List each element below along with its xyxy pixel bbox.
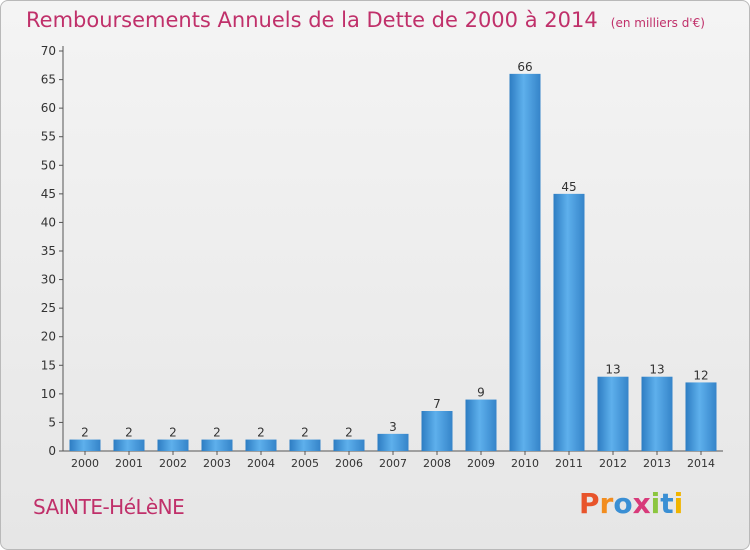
y-tick-label: 20	[41, 330, 56, 344]
bar	[553, 193, 585, 451]
data-label: 13	[605, 363, 620, 377]
data-label: 3	[389, 420, 397, 434]
y-tick-label: 55	[41, 130, 56, 144]
x-tick-label: 2003	[203, 457, 231, 470]
x-tick-label: 2011	[555, 457, 583, 470]
x-tick-label: 2013	[643, 457, 671, 470]
logo-letter: r	[599, 487, 614, 520]
data-label: 45	[561, 180, 576, 194]
bar	[421, 411, 453, 451]
x-tick-label: 2006	[335, 457, 363, 470]
bar	[685, 382, 717, 451]
data-label: 66	[517, 60, 532, 74]
bar	[245, 439, 277, 451]
data-label: 2	[257, 426, 265, 440]
x-tick-label: 2014	[687, 457, 715, 470]
y-tick-label: 45	[41, 187, 56, 201]
logo-letter: x	[632, 487, 651, 520]
x-tick-label: 2010	[511, 457, 539, 470]
bar	[157, 439, 189, 451]
place-name: SAINTE-HéLèNE	[33, 495, 185, 519]
y-tick-label: 0	[48, 444, 56, 458]
bar	[465, 399, 497, 451]
bar	[333, 439, 365, 451]
bar	[69, 439, 101, 451]
x-tick-label: 2000	[71, 457, 99, 470]
bar	[289, 439, 321, 451]
x-tick-label: 2005	[291, 457, 319, 470]
x-tick-label: 2001	[115, 457, 143, 470]
y-tick-label: 30	[41, 273, 56, 287]
data-label: 2	[301, 426, 309, 440]
x-tick-label: 2004	[247, 457, 275, 470]
x-tick-label: 2009	[467, 457, 495, 470]
data-label: 2	[81, 426, 89, 440]
data-label: 12	[693, 368, 708, 382]
bar	[201, 439, 233, 451]
proxiti-logo: Proxiti	[579, 487, 683, 520]
x-tick-label: 2002	[159, 457, 187, 470]
bar	[509, 73, 541, 451]
data-label: 2	[169, 426, 177, 440]
y-tick-label: 40	[41, 215, 56, 229]
chart-title-block: Remboursements Annuels de la Dette de 20…	[26, 8, 705, 32]
logo-letter: o	[613, 487, 633, 520]
data-label: 2	[125, 426, 133, 440]
y-tick-label: 60	[41, 101, 56, 115]
y-tick-label: 10	[41, 387, 56, 401]
y-tick-label: 25	[41, 301, 56, 315]
y-tick-label: 15	[41, 358, 56, 372]
y-tick-label: 5	[48, 415, 56, 429]
chart-subtitle: (en milliers d'€)	[610, 16, 705, 30]
logo-letter: P	[579, 487, 600, 520]
data-label: 9	[477, 386, 485, 400]
logo-letter: i	[650, 487, 661, 520]
data-label: 7	[433, 397, 441, 411]
bar	[597, 376, 629, 451]
y-tick-label: 70	[41, 44, 56, 58]
chart-title: Remboursements Annuels de la Dette de 20…	[26, 8, 598, 32]
y-tick-label: 50	[41, 158, 56, 172]
bar	[641, 376, 673, 451]
x-tick-label: 2007	[379, 457, 407, 470]
data-label: 2	[345, 426, 353, 440]
bar	[113, 439, 145, 451]
x-tick-label: 2012	[599, 457, 627, 470]
data-label: 13	[649, 363, 664, 377]
y-tick-label: 65	[41, 73, 56, 87]
x-tick-label: 2008	[423, 457, 451, 470]
data-label: 2	[213, 426, 221, 440]
y-tick-label: 35	[41, 244, 56, 258]
bar	[377, 433, 409, 451]
logo-letter: i	[673, 487, 684, 520]
logo-letter: t	[660, 487, 674, 520]
